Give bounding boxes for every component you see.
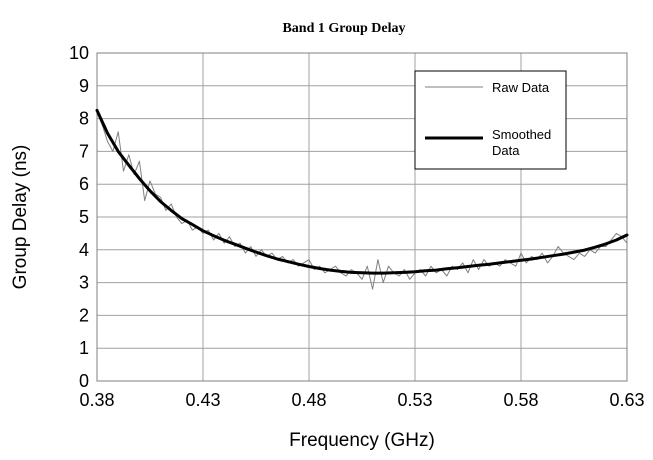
legend-label-raw-data: Raw Data [492,80,550,95]
legend-label-line: Smoothed [492,127,551,142]
x-tick-label: 0.48 [291,390,326,410]
legend: Raw Data Smoothed Data [414,70,567,170]
y-tick-label: 7 [79,141,89,161]
y-tick-label: 5 [79,207,89,227]
series-layer [95,108,629,290]
y-tick-label: 4 [79,240,89,260]
plot-area-frame [96,52,628,382]
y-tick-label: 3 [79,273,89,293]
x-axis-label: Frequency (GHz) [289,430,435,451]
y-tick-label: 6 [79,174,89,194]
y-tick-label: 9 [79,76,89,96]
x-tick-label: 0.63 [609,390,644,410]
y-tick-label: 0 [79,371,89,391]
y-tick-label: 2 [79,305,89,325]
y-tick-label: 8 [79,109,89,129]
smoothed-data-line [95,108,629,275]
y-tick-label: 10 [69,43,89,63]
y-tick-labels: 0 1 2 3 4 5 6 7 8 9 10 [69,43,89,391]
y-tick-label: 1 [79,338,89,358]
legend-label-smoothed-data: Smoothed Data [492,127,551,158]
x-tick-label: 0.43 [185,390,220,410]
y-axis-label: Group Delay (ns) [10,145,31,290]
legend-label-line: Data [492,143,520,158]
x-tick-label: 0.58 [503,390,538,410]
x-tick-label: 0.38 [79,390,114,410]
x-tick-labels: 0.38 0.43 0.48 0.53 0.58 0.63 [79,390,644,410]
chart-title: Band 1 Group Delay [282,21,405,36]
x-tick-label: 0.53 [397,390,432,410]
